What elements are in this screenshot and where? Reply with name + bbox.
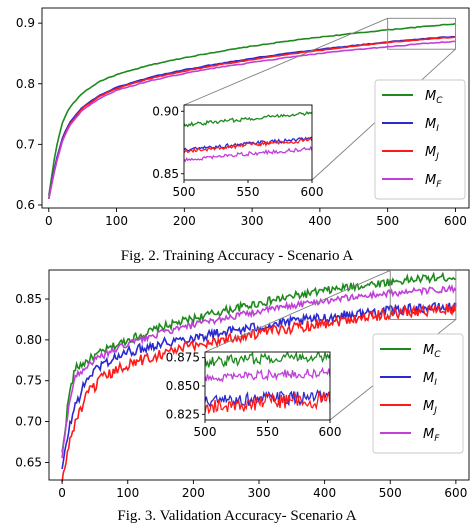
fig2-inset-series-m-j	[184, 137, 312, 154]
fig3-y-tick-label: 0.65	[15, 455, 42, 469]
fig2-legend-label: MJ	[425, 145, 439, 162]
fig3-x-tick-label: 0	[58, 486, 66, 500]
fig3-legend-label: MF	[423, 427, 440, 444]
validation-accuracy-chart: 0 100 200 300 400 500 600 0.65 0.70 0.75 0.80 0.85 5…	[15, 269, 470, 500]
fig3-legend-label: MJ	[423, 399, 437, 416]
fig2-x-tick-label: 400	[308, 214, 331, 228]
fig3-x-tick-label: 300	[248, 486, 271, 500]
fig3-inset-series-m-j	[205, 390, 330, 415]
fig3-inset-series-m-c	[205, 352, 330, 368]
fig2-y-tick-label: 0.6	[16, 198, 35, 212]
fig3-inset-y-tick-label: 0.825	[166, 407, 200, 421]
fig2-inset-y-tick-label: 0.85	[152, 167, 179, 181]
training-accuracy-chart: 0 100 200 300 400 500 600 0.6 0.7 0.8 0.9 500 550 600…	[16, 7, 470, 228]
fig3-inset-y-tick-label: 0.875	[166, 351, 200, 365]
fig3-y-tick-label: 0.70	[15, 415, 42, 429]
fig3-zoom-box	[389, 269, 457, 320]
figure-2-caption: Fig. 2. Training Accuracy - Scenario A	[120, 248, 354, 264]
fig3-inset-background	[205, 352, 330, 420]
fig2-inset-x-tick-label: 550	[237, 185, 260, 199]
fig3-x-tick-label: 100	[116, 486, 139, 500]
fig3-inset-x-tick-label: 550	[256, 425, 279, 439]
fig2-inset-x-tick-label: 500	[173, 185, 196, 199]
fig2-legend-box	[374, 79, 466, 200]
fig2-plot-frame	[41, 7, 470, 209]
fig3-y-tick-label: 0.85	[15, 292, 42, 306]
fig2-zoom-connector	[183, 17, 388, 106]
fig2-zoom-box	[387, 17, 456, 50]
fig3-x-tick-label: 600	[444, 486, 467, 500]
fig2-inset-y-tick-label: 0.90	[152, 104, 179, 118]
fig2-y-tick-label: 0.8	[16, 77, 35, 91]
fig3-legend: MC MI MJ MF	[372, 333, 464, 454]
fig3-zoom-connector	[204, 269, 391, 353]
figure-3-caption: Fig. 3. Validation Accuracy- Scenario A	[117, 508, 357, 524]
fig2-x-tick-label: 200	[173, 214, 196, 228]
fig3-legend-label: MI	[423, 371, 437, 388]
fig2-inset-series-m-f	[184, 145, 312, 163]
fig3-inset-series	[205, 352, 330, 415]
fig2-legend-label: MI	[425, 117, 439, 134]
fig2-y-tick-label: 0.9	[16, 16, 35, 30]
fig2-inset-series-m-c	[184, 110, 312, 128]
fig3-legend-box	[372, 333, 464, 454]
fig3-inset-y-tick-label: 0.850	[166, 379, 200, 393]
fig3-y-tick-label: 0.75	[15, 374, 42, 388]
fig3-inset-series-m-f	[205, 366, 330, 383]
fig3-x-tick-label: 200	[182, 486, 205, 500]
fig2-legend-label: MF	[425, 173, 442, 190]
fig3-x-tick-label: 400	[313, 486, 336, 500]
fig3-inset-x-tick-label: 500	[194, 425, 217, 439]
fig2-x-tick-label: 500	[376, 214, 399, 228]
fig3-inset-series-m-i	[205, 389, 330, 408]
fig2-legend-label: MC	[425, 89, 443, 106]
fig2-x-tick-label: 600	[444, 214, 467, 228]
fig2-legend: MC MI MJ MF	[374, 79, 466, 200]
fig2-x-tick-label: 300	[241, 214, 264, 228]
fig3-inset-x-tick-label: 600	[319, 425, 342, 439]
fig2-inset-series	[184, 110, 312, 163]
fig3-legend-label: MC	[423, 343, 441, 360]
fig3-x-tick-label: 500	[379, 486, 402, 500]
fig2-y-tick-label: 0.7	[16, 137, 35, 151]
fig3-y-tick-label: 0.80	[15, 333, 42, 347]
fig2-x-tick-label: 0	[45, 214, 53, 228]
fig2-x-tick-label: 100	[105, 214, 128, 228]
fig2-inset-x-tick-label: 600	[301, 185, 324, 199]
